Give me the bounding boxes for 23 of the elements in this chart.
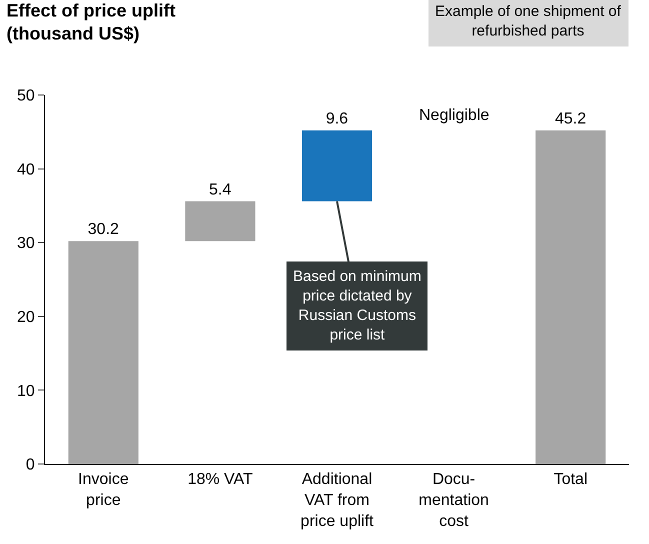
y-tick-label: 0: [26, 456, 35, 474]
bar: [536, 130, 606, 464]
text: Example of one shipment of refurbished parts: [435, 3, 622, 40]
data-label: 9.6: [326, 110, 348, 128]
bar: [302, 130, 372, 202]
x-tick-label: Docu- mentation cost: [418, 471, 489, 530]
y-tick-label: 20: [17, 309, 35, 326]
data-label: 45.2: [554, 110, 586, 128]
y-tick-label: 40: [17, 161, 35, 178]
x-tick-label: Total: [554, 471, 588, 488]
y-tick-label: 30: [17, 235, 35, 252]
annotation: Based on minimum price dictated by Russian Customs price list: [293, 268, 422, 344]
y-tick-label: 50: [17, 88, 35, 105]
x-tick-label: Additional VAT from price uplift: [300, 471, 374, 530]
y-tick-label: 10: [17, 382, 35, 400]
x-tick-label: Invoice price: [78, 471, 129, 509]
data-label: 30.2: [88, 221, 120, 238]
data-label: 5.4: [209, 181, 232, 198]
chart-title: Effect of price uplift (thousand US$): [6, 0, 176, 44]
x-tick-label: 18% VAT: [188, 471, 254, 488]
bar: [68, 241, 138, 464]
bar: [185, 201, 256, 242]
annotation: Negligible: [419, 107, 490, 124]
